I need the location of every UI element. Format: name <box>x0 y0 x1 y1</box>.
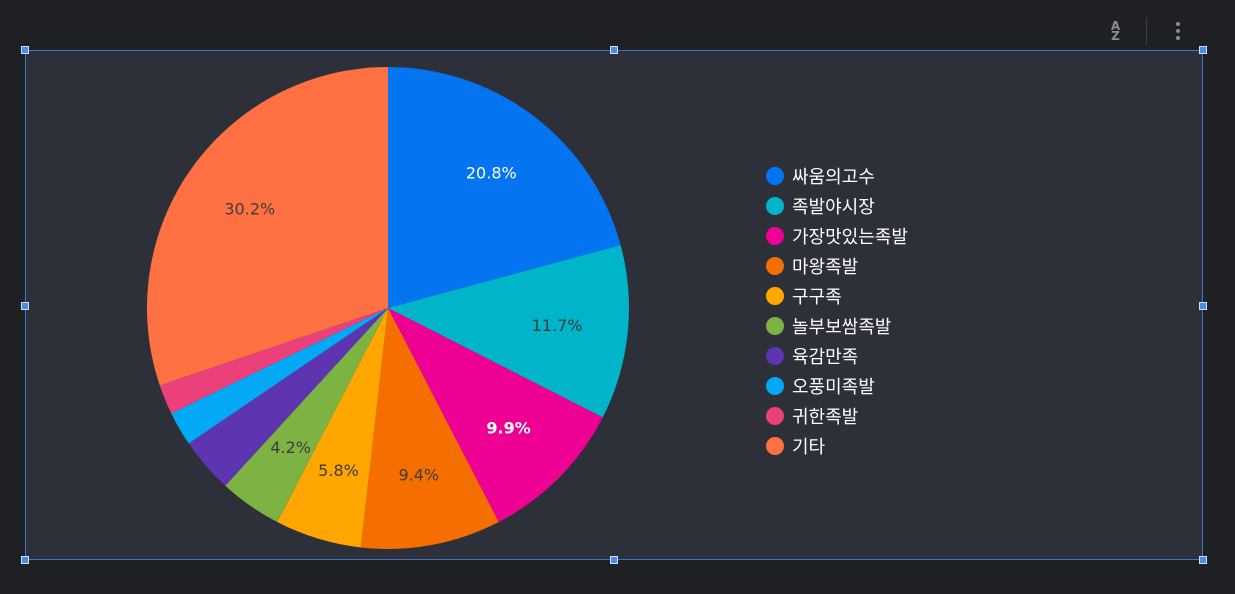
resize-handle-right[interactable] <box>1199 302 1207 310</box>
sort-az-button[interactable]: A Z <box>1098 14 1132 48</box>
legend-item[interactable]: 싸움의고수 <box>766 161 908 191</box>
legend-swatch <box>766 377 784 395</box>
pie-slice-1[interactable] <box>388 67 621 308</box>
legend-swatch <box>766 257 784 275</box>
pie-chart: 20.8% 11.7% 9.9% 9.4% 5.8% 4.2% 30.2% <box>146 67 630 549</box>
legend-item[interactable]: 기타 <box>766 431 908 461</box>
legend-item[interactable]: 구구족 <box>766 281 908 311</box>
sort-icon-z: Z <box>1111 29 1120 43</box>
legend-item[interactable]: 오풍미족발 <box>766 371 908 401</box>
legend-swatch <box>766 317 784 335</box>
pie-slice-4[interactable] <box>360 308 499 549</box>
legend-label: 구구족 <box>792 287 842 308</box>
legend-swatch <box>766 227 784 245</box>
legend-swatch <box>766 347 784 365</box>
resize-handle-top-right[interactable] <box>1199 46 1207 54</box>
legend-label: 육감만족 <box>792 347 859 368</box>
toolbar-divider <box>1146 17 1147 45</box>
legend-label: 놀부보쌈족발 <box>792 317 892 338</box>
legend-item[interactable]: 육감만족 <box>766 341 908 371</box>
legend-label: 오풍미족발 <box>792 377 875 398</box>
legend-label: 마왕족발 <box>792 257 859 278</box>
pie-slice-6[interactable] <box>225 308 388 523</box>
legend-label: 족발야시장 <box>792 197 875 218</box>
slice-label-1: 20.8% <box>466 164 517 183</box>
legend-item[interactable]: 가장맛있는족발 <box>766 221 908 251</box>
legend-item[interactable]: 귀한족발 <box>766 401 908 431</box>
pie-slice-5[interactable] <box>277 308 388 548</box>
sort-icon-a: A <box>1110 19 1120 33</box>
resize-handle-top[interactable] <box>610 46 618 54</box>
legend-item[interactable]: 마왕족발 <box>766 251 908 281</box>
sort-az-icon: A Z <box>1110 19 1120 43</box>
legend-swatch <box>766 287 784 305</box>
slice-label-5: 5.8% <box>318 461 359 480</box>
more-options-button[interactable] <box>1161 14 1195 48</box>
slice-label-2: 11.7% <box>532 316 583 335</box>
pie-slice-7[interactable] <box>188 308 388 486</box>
pie-slice-10[interactable] <box>146 67 388 386</box>
more-vertical-icon <box>1176 22 1180 40</box>
resize-handle-bottom[interactable] <box>610 556 618 564</box>
legend-swatch <box>766 167 784 185</box>
pie-slice-3[interactable] <box>388 308 603 523</box>
chart-toolbar: A Z <box>1098 14 1195 48</box>
resize-handle-bottom-left[interactable] <box>21 556 29 564</box>
slice-label-3: 9.9% <box>486 418 530 437</box>
legend-label: 기타 <box>792 437 826 458</box>
resize-handle-bottom-right[interactable] <box>1199 556 1207 564</box>
legend-swatch <box>766 437 784 455</box>
legend-item[interactable]: 놀부보쌈족발 <box>766 311 908 341</box>
pie-slice-2[interactable] <box>388 245 630 418</box>
resize-handle-left[interactable] <box>21 302 29 310</box>
slice-label-6: 4.2% <box>270 438 311 457</box>
pie-slice-9[interactable] <box>159 308 388 414</box>
legend-swatch <box>766 407 784 425</box>
legend-label: 가장맛있는족발 <box>792 227 908 248</box>
resize-handle-top-left[interactable] <box>21 46 29 54</box>
legend-label: 귀한족발 <box>792 407 859 428</box>
legend-label: 싸움의고수 <box>792 167 875 188</box>
slice-label-10: 30.2% <box>224 199 275 218</box>
pie-slice-8[interactable] <box>171 308 388 444</box>
legend-swatch <box>766 197 784 215</box>
legend-item[interactable]: 족발야시장 <box>766 191 908 221</box>
slice-label-4: 9.4% <box>398 466 439 485</box>
